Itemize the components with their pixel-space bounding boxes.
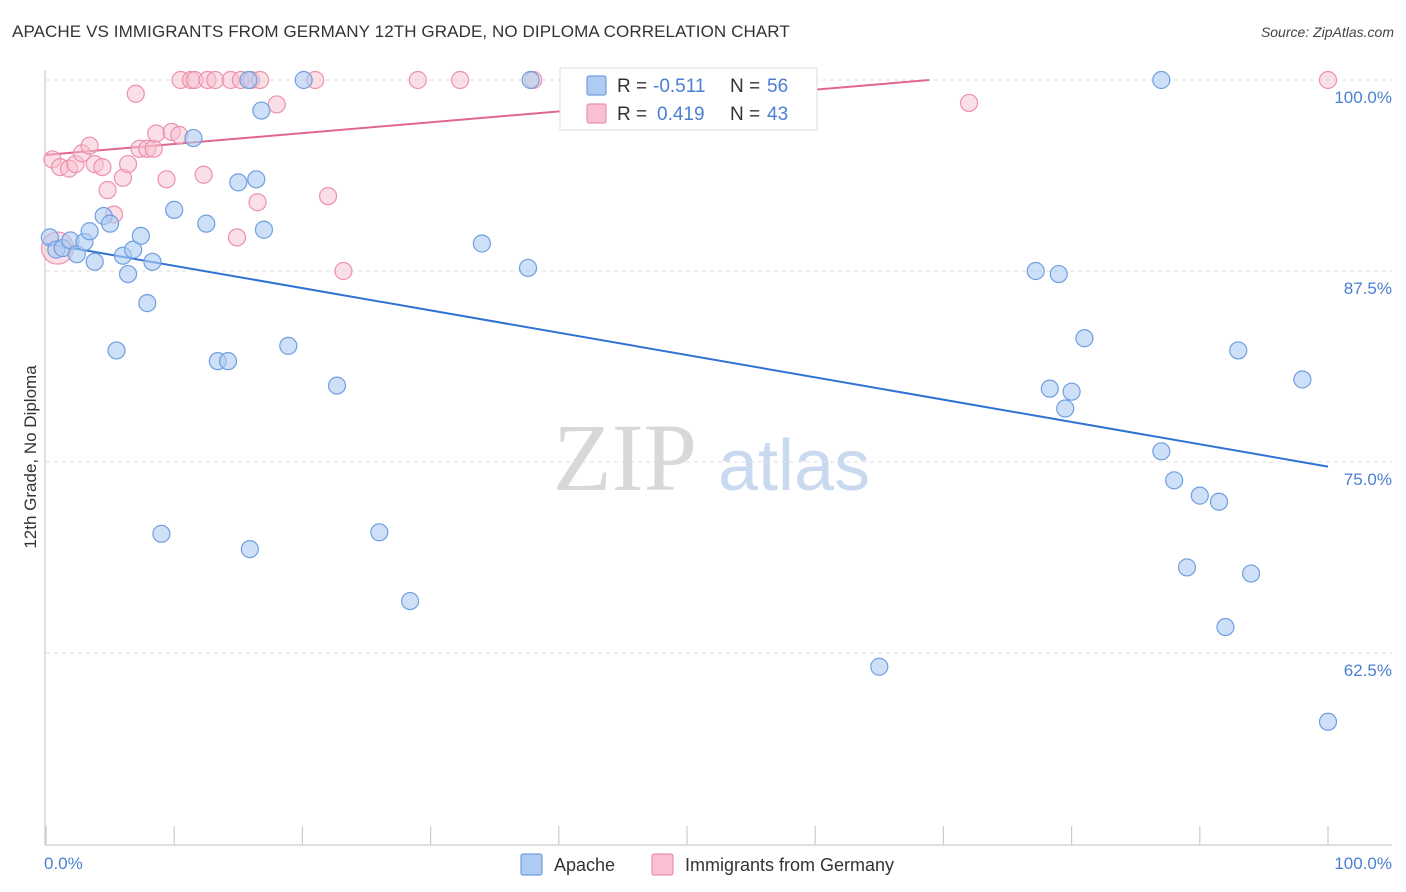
x-tick-label-min: 0.0%	[44, 854, 83, 873]
apache-point	[400, 591, 420, 611]
legend-germany-n-label: N =	[730, 104, 760, 125]
source-label: Source: ZipAtlas.com	[1260, 24, 1394, 40]
germany-point	[126, 84, 145, 103]
apache-point	[252, 101, 271, 120]
apache-point	[247, 170, 266, 189]
legend-germany-r-label: R =	[617, 104, 647, 125]
apache-point	[100, 214, 120, 233]
apache-point	[1241, 564, 1261, 583]
apache-point	[1152, 442, 1171, 461]
watermark-atlas: atlas	[718, 426, 870, 506]
y-axis-title: 12th Grade, No Diploma	[21, 365, 40, 549]
apache-point	[1152, 70, 1171, 90]
apache-point	[85, 252, 104, 271]
apache-point	[327, 376, 347, 395]
apache-point	[152, 524, 171, 543]
apache-point	[1177, 558, 1197, 577]
apache-point	[1216, 617, 1235, 637]
apache-point	[1165, 471, 1184, 490]
legend-swatch-germany	[586, 103, 607, 124]
apache-point	[1075, 329, 1094, 348]
legend-apache-n-value: 56	[767, 76, 788, 97]
legend-swatch-apache	[586, 75, 607, 96]
apache-point	[254, 220, 274, 239]
germany-point	[267, 95, 286, 114]
germany-point	[98, 180, 117, 200]
apache-point	[240, 539, 259, 559]
axes	[44, 70, 1392, 846]
germany-point	[147, 124, 166, 143]
apache-point	[1318, 712, 1338, 731]
apache-point	[294, 70, 313, 90]
y-tick-label: 62.5%	[1344, 661, 1392, 680]
apache-point	[184, 128, 203, 148]
apache-point	[1049, 264, 1068, 284]
legend-germany-n-value: 43	[767, 104, 788, 125]
apache-point	[131, 226, 150, 245]
apache-point	[229, 173, 248, 192]
y-tick-label: 100.0%	[1334, 88, 1392, 107]
bottom-legend-germany: Immigrants from Germany	[685, 855, 894, 875]
apache-point	[870, 657, 889, 676]
germany-point	[227, 228, 247, 247]
germany-point	[1318, 70, 1338, 90]
apache-point	[279, 336, 298, 355]
apache-point	[107, 341, 126, 360]
trend-line-apache	[45, 242, 1329, 468]
apache-point	[138, 293, 157, 313]
apache-point	[472, 234, 491, 253]
germany-point	[206, 70, 225, 90]
germany-point	[157, 170, 176, 189]
germany-point	[194, 165, 213, 184]
x-tick-label-max: 100.0%	[1334, 854, 1392, 873]
apache-point	[1229, 341, 1248, 360]
apache-point	[239, 70, 258, 90]
apache-point	[165, 200, 184, 219]
legend-apache-r-value: -0.511	[653, 76, 705, 97]
legend-apache-n-label: N =	[730, 76, 760, 97]
apache-point	[1209, 492, 1229, 511]
germany-point	[959, 93, 979, 113]
legend-apache-r-label: R =	[617, 76, 647, 97]
bottom-legend-apache: Apache	[554, 855, 615, 875]
germany-point	[334, 261, 353, 281]
apache-point	[118, 264, 138, 284]
apache-point	[521, 70, 540, 90]
apache-point	[1026, 261, 1045, 281]
apache-point	[143, 252, 162, 271]
apache-point	[518, 258, 538, 278]
bottom-legend-swatch-apache	[520, 853, 543, 876]
legend-germany-r-value: 0.419	[657, 104, 705, 125]
germany-point	[118, 154, 138, 174]
germany-point	[80, 136, 99, 155]
apache-point	[124, 240, 143, 259]
stats-legend: R = -0.511 N = 56 R = 0.419 N = 43	[559, 67, 818, 131]
chart-title: APACHE VS IMMIGRANTS FROM GERMANY 12TH G…	[12, 22, 790, 41]
germany-point	[450, 70, 470, 90]
apache-point	[1293, 370, 1312, 389]
germany-point	[144, 139, 163, 158]
bottom-legend: Apache Immigrants from Germany	[520, 853, 894, 876]
apache-point	[1056, 399, 1075, 418]
germany-point	[318, 187, 338, 206]
apache-point	[1040, 379, 1059, 398]
apache-point	[197, 214, 216, 233]
y-tick-label: 75.0%	[1344, 470, 1392, 489]
apache-point	[80, 222, 99, 241]
bottom-legend-swatch-germany	[651, 853, 674, 876]
apache-point	[1190, 486, 1209, 505]
apache-point	[1062, 382, 1081, 401]
apache-points	[40, 70, 1338, 731]
y-axis-tick-labels: 100.0% 87.5% 75.0% 62.5%	[1334, 88, 1392, 680]
x-axis-ticks	[45, 826, 1329, 845]
y-tick-label: 87.5%	[1344, 279, 1392, 298]
apache-point	[218, 352, 238, 371]
watermark-zip: ZIP	[553, 404, 697, 511]
germany-point	[93, 157, 112, 177]
germany-point	[408, 70, 427, 90]
germany-point	[248, 193, 267, 212]
apache-point	[370, 523, 389, 542]
